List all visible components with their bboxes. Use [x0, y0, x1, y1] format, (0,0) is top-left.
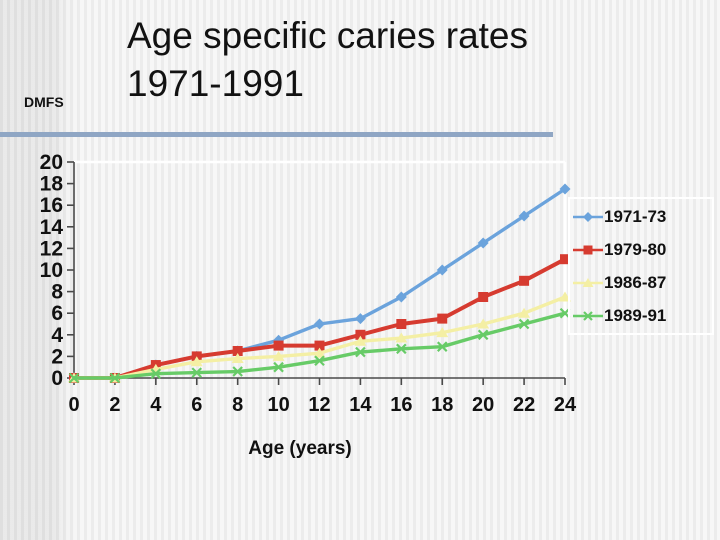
- marker-square-icon: [355, 329, 366, 340]
- marker-x-icon: [583, 310, 593, 321]
- marker-diamond-icon: [518, 210, 530, 222]
- marker-x-icon: [436, 341, 448, 352]
- legend-label: 1986-87: [604, 272, 667, 292]
- marker-x-icon: [232, 366, 243, 377]
- legend-item-1986-87: 1986-87: [573, 266, 712, 299]
- legend-item-1989-91: 1989-91: [573, 299, 712, 332]
- x-tick-label: 18: [431, 394, 453, 416]
- legend-item-1971-73: 1971-73: [573, 200, 712, 233]
- x-tick-label: 6: [191, 394, 202, 416]
- marker-triangle-icon: [395, 332, 408, 343]
- x-axis-title: Age (years): [248, 438, 352, 459]
- slide-title-line1: Age specific caries rates: [127, 15, 529, 56]
- x-tick-label: 14: [349, 394, 372, 416]
- marker-triangle-icon: [354, 335, 367, 346]
- marker-x-icon: [355, 346, 366, 358]
- marker-triangle-icon: [477, 318, 490, 329]
- marker-triangle-icon: [436, 327, 449, 338]
- y-tick-label: 10: [40, 259, 63, 282]
- marker-square-icon: [519, 275, 530, 286]
- x-tick-label: 22: [513, 394, 535, 416]
- x-tick-label: 8: [232, 394, 243, 416]
- legend-diamond-marker-icon: [573, 211, 603, 222]
- legend-triangle-marker-icon: [573, 277, 603, 287]
- y-tick-label: 16: [40, 194, 63, 217]
- marker-triangle-icon: [231, 353, 244, 364]
- marker-diamond-icon: [354, 313, 366, 325]
- marker-square-icon: [232, 346, 243, 356]
- slide-title: Age specific caries rates 1971-1991: [127, 12, 528, 108]
- marker-triangle-icon: [518, 307, 531, 318]
- chart-legend: 1971-73 1979-80 1986-87 1989-91: [568, 197, 714, 335]
- marker-triangle-icon: [272, 350, 285, 361]
- y-axis-unit-label: DMFS: [24, 94, 64, 110]
- x-tick-label: 2: [109, 394, 120, 416]
- marker-x-icon: [314, 355, 325, 366]
- marker-x-icon: [396, 343, 407, 355]
- marker-square-icon: [437, 313, 448, 324]
- legend-label: 1971-73: [604, 206, 667, 226]
- marker-triangle-icon: [190, 356, 203, 367]
- marker-square-icon: [560, 254, 570, 265]
- y-tick-label: 8: [51, 281, 63, 304]
- marker-x-icon: [477, 329, 489, 341]
- marker-diamond-icon: [559, 183, 571, 195]
- marker-x-icon: [150, 368, 162, 379]
- y-tick-label: 14: [40, 216, 64, 239]
- y-tick-label: 6: [51, 302, 63, 325]
- x-tick-label: 20: [472, 394, 494, 416]
- x-tick-label: 4: [150, 394, 162, 416]
- y-tick-label: 18: [40, 173, 64, 196]
- y-tick-label: 2: [51, 345, 63, 368]
- legend-label: 1989-91: [604, 305, 667, 325]
- y-tick-label: 12: [40, 237, 63, 260]
- x-tick-label: 0: [68, 394, 79, 416]
- marker-square-icon: [314, 340, 325, 351]
- marker-x-icon: [273, 361, 284, 373]
- legend-item-1979-80: 1979-80: [573, 233, 712, 266]
- x-tick-label: 16: [390, 394, 412, 416]
- y-tick-label: 4: [51, 324, 63, 347]
- marker-diamond-icon: [477, 237, 489, 249]
- x-tick-label: 12: [308, 394, 330, 416]
- marker-triangle-icon: [313, 347, 326, 358]
- marker-square-icon: [396, 319, 407, 329]
- legend-square-marker-icon: [573, 245, 603, 254]
- marker-square-icon: [273, 340, 284, 351]
- marker-square-icon: [583, 245, 593, 254]
- x-tick-label: 24: [554, 394, 577, 416]
- marker-diamond-icon: [436, 264, 448, 276]
- marker-x-icon: [191, 367, 203, 378]
- marker-diamond-icon: [583, 211, 593, 222]
- legend-x-marker-icon: [573, 310, 603, 321]
- y-tick-label: 20: [40, 151, 63, 174]
- marker-square-icon: [478, 292, 489, 302]
- y-tick-label: 0: [51, 367, 63, 390]
- title-divider-bar: [0, 132, 553, 137]
- marker-x-icon: [109, 372, 121, 384]
- marker-diamond-icon: [314, 318, 325, 330]
- slide-title-line2: 1971-1991: [127, 63, 304, 104]
- marker-x-icon: [68, 372, 80, 384]
- marker-triangle-icon: [582, 277, 594, 287]
- marker-diamond-icon: [395, 291, 407, 303]
- x-tick-label: 10: [267, 394, 289, 416]
- marker-x-icon: [518, 318, 530, 330]
- legend-label: 1979-80: [604, 239, 667, 259]
